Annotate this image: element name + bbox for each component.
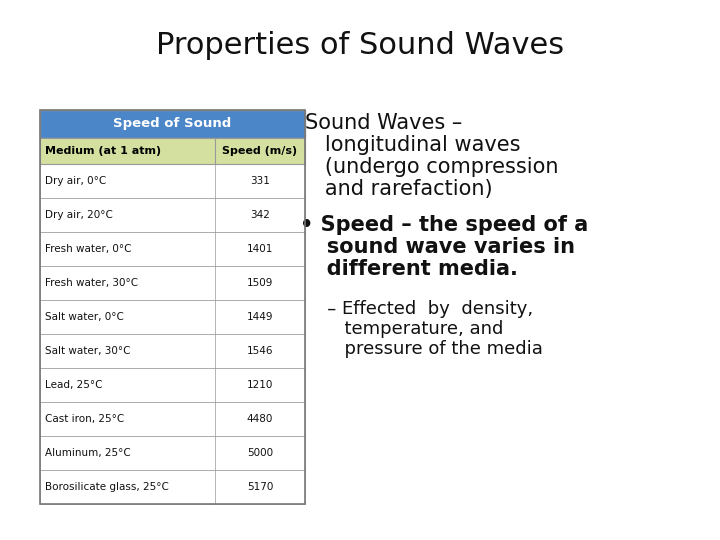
Text: Properties of Sound Waves: Properties of Sound Waves: [156, 30, 564, 59]
Text: 4480: 4480: [247, 414, 273, 424]
Bar: [40, 138, 305, 164]
Text: Cast iron, 25°C: Cast iron, 25°C: [45, 414, 125, 424]
Text: 1401: 1401: [247, 244, 273, 254]
Text: Dry air, 0°C: Dry air, 0°C: [45, 176, 107, 186]
Bar: [40, 368, 305, 402]
Bar: [40, 232, 305, 266]
Text: 1546: 1546: [247, 346, 274, 356]
Bar: [40, 164, 305, 198]
Text: Dry air, 20°C: Dry air, 20°C: [45, 210, 113, 220]
Text: Borosilicate glass, 25°C: Borosilicate glass, 25°C: [45, 482, 169, 492]
Text: sound wave varies in: sound wave varies in: [305, 237, 575, 257]
Text: Fresh water, 30°C: Fresh water, 30°C: [45, 278, 138, 288]
Bar: [40, 436, 305, 470]
Text: Fresh water, 0°C: Fresh water, 0°C: [45, 244, 132, 254]
Text: (undergo compression: (undergo compression: [305, 157, 559, 177]
Text: 331: 331: [250, 176, 270, 186]
Text: temperature, and: temperature, and: [310, 320, 503, 338]
Text: Aluminum, 25°C: Aluminum, 25°C: [45, 448, 131, 458]
Text: Lead, 25°C: Lead, 25°C: [45, 380, 102, 390]
Text: Salt water, 0°C: Salt water, 0°C: [45, 312, 124, 322]
Text: Speed (m/s): Speed (m/s): [222, 146, 297, 156]
Bar: [40, 266, 305, 300]
Bar: [40, 334, 305, 368]
Text: Sound Waves –: Sound Waves –: [305, 113, 462, 133]
Text: • Speed – the speed of a: • Speed – the speed of a: [300, 215, 588, 235]
Bar: [40, 198, 305, 232]
Text: 5170: 5170: [247, 482, 273, 492]
Text: pressure of the media: pressure of the media: [310, 340, 543, 358]
Text: 1449: 1449: [247, 312, 274, 322]
Bar: [40, 470, 305, 504]
Text: Speed of Sound: Speed of Sound: [113, 118, 232, 131]
Bar: [40, 110, 305, 504]
Bar: [40, 402, 305, 436]
Text: Salt water, 30°C: Salt water, 30°C: [45, 346, 130, 356]
Text: – Effected  by  density,: – Effected by density,: [310, 300, 533, 318]
Text: and rarefaction): and rarefaction): [305, 179, 492, 199]
Text: different media.: different media.: [305, 259, 518, 279]
Text: Medium (at 1 atm): Medium (at 1 atm): [45, 146, 161, 156]
Text: 5000: 5000: [247, 448, 273, 458]
Text: 342: 342: [250, 210, 270, 220]
Text: longitudinal waves: longitudinal waves: [305, 135, 521, 155]
Text: 1509: 1509: [247, 278, 273, 288]
Text: 1210: 1210: [247, 380, 273, 390]
Bar: [40, 300, 305, 334]
Bar: [40, 110, 305, 138]
